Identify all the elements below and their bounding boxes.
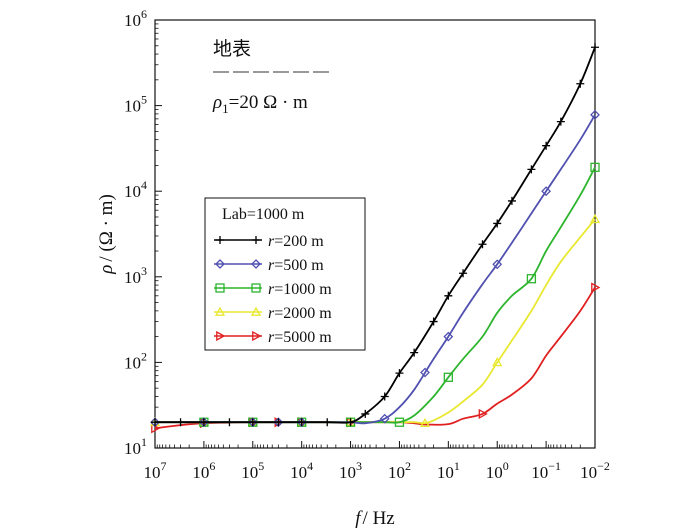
x-tick-label-9: 10−2: [580, 459, 610, 482]
y-tick-label-0: 101: [124, 435, 147, 458]
point-r2000-7: [589, 213, 601, 224]
series-r200: [151, 43, 599, 427]
point-r500-5: [379, 413, 390, 424]
point-r200-22: [576, 79, 585, 88]
legend-marker-3-b: [250, 306, 262, 316]
x-tick-label-2: 105: [241, 459, 264, 482]
point-r200-3: [225, 418, 234, 427]
point-r500-9: [541, 186, 552, 197]
legend-entry-0: r=200 m: [214, 233, 324, 250]
y-tick-label-3: 104: [124, 178, 147, 201]
legend-marker-1-a: [215, 259, 225, 269]
point-r500-3: [273, 417, 284, 428]
annotation: 地表 ρ1=20 Ω · m: [212, 38, 333, 116]
legend-marker-2-a: [215, 283, 225, 293]
point-r1000-5: [443, 372, 453, 382]
x-tick-label-0: 107: [144, 459, 167, 482]
legend: Lab=1000 m r=200 m r=500 m r=1000 m r=2000 …: [204, 197, 366, 351]
legend-marker-4-a: [216, 330, 226, 342]
plot-frame: [154, 19, 596, 449]
point-r200-4: [248, 418, 257, 427]
point-r200-9: [361, 409, 370, 418]
legend-entries: r=200 m r=500 m r=1000 m r=2000 m r=5000 m: [214, 233, 332, 346]
point-r500-10: [590, 109, 600, 120]
point-r200-7: [323, 418, 332, 427]
point-r500-1: [198, 417, 209, 428]
x-tick-label-6: 101: [437, 459, 460, 482]
point-r5000-6: [478, 408, 488, 420]
point-r200-16: [478, 240, 487, 249]
tick-labels: 107 106 105 104 103 102 101 100 10−1 10−2 101 102 10…: [124, 7, 610, 482]
point-r200-18: [507, 196, 516, 205]
point-r200-0: [151, 418, 159, 427]
x-tick-label-7: 100: [486, 459, 509, 482]
point-r500-7: [443, 331, 454, 342]
legend-marker-2-b: [251, 283, 261, 293]
point-r1000-6: [526, 274, 537, 284]
point-r2000-6: [492, 357, 503, 367]
series-layer: [149, 43, 601, 434]
point-r200-19: [527, 165, 536, 174]
point-r1000-4: [394, 417, 405, 427]
legend-title: Lab=1000 m: [222, 206, 305, 223]
point-r200-20: [542, 141, 551, 150]
legend-entry-3: r=2000 m: [214, 305, 332, 322]
point-r500-8: [492, 259, 503, 270]
legend-box: [204, 197, 366, 351]
point-r200-5: [274, 418, 283, 427]
point-r200-10: [380, 392, 389, 401]
legend-label-1: r=500 m: [268, 257, 324, 274]
axis-ticks: [154, 19, 596, 449]
legend-label-2: r=1000 m: [268, 281, 332, 298]
legend-label-4: r=5000 m: [268, 329, 332, 346]
point-r200-1: [176, 418, 185, 427]
x-tick-label-1: 106: [192, 459, 215, 482]
point-r2000-5: [419, 417, 431, 428]
legend-entry-2: r=1000 m: [214, 281, 332, 298]
x-tick-label-8: 10−1: [531, 459, 561, 482]
point-r200-15: [459, 269, 468, 278]
point-r200-12: [410, 348, 419, 357]
x-axis-title: f / Hz: [355, 508, 394, 529]
legend-marker-3-a: [214, 306, 226, 316]
legend-entry-1: r=500 m: [214, 257, 324, 274]
legend-marker-0-b: [252, 236, 260, 244]
point-r200-14: [444, 291, 453, 300]
point-r200-6: [297, 418, 306, 427]
point-r5000-7: [591, 282, 601, 293]
point-r200-8: [346, 418, 355, 427]
y-tick-label-2: 103: [124, 264, 147, 287]
y-tick-label-5: 106: [124, 7, 147, 30]
legend-entry-4: r=5000 m: [214, 329, 332, 346]
annotation-rho: ρ1=20 Ω · m: [212, 92, 308, 116]
y-axis-title: ρ/ (Ω · m): [96, 194, 117, 275]
point-r200-13: [429, 317, 438, 326]
point-r500-0: [150, 417, 160, 428]
point-r1000-7: [590, 162, 600, 172]
legend-marker-4-b: [252, 330, 262, 342]
point-r200-23: [591, 43, 599, 52]
point-r200-2: [199, 418, 208, 427]
x-tick-label-4: 103: [339, 459, 362, 482]
point-r500-2: [247, 417, 258, 428]
point-r200-11: [395, 369, 404, 378]
point-r200-21: [556, 117, 565, 126]
legend-label-0: r=200 m: [268, 233, 324, 250]
annotation-title: 地表: [213, 38, 251, 60]
x-tick-label-5: 102: [388, 459, 411, 482]
legend-marker-0-a: [216, 236, 224, 244]
legend-label-3: r=2000 m: [268, 305, 332, 322]
point-r200-17: [493, 219, 502, 228]
y-tick-label-1: 102: [124, 349, 147, 372]
legend-marker-1-b: [251, 259, 261, 269]
point-r500-4: [296, 417, 307, 428]
x-tick-label-3: 104: [290, 459, 313, 482]
point-r500-6: [420, 367, 430, 378]
y-tick-label-4: 105: [124, 93, 147, 116]
